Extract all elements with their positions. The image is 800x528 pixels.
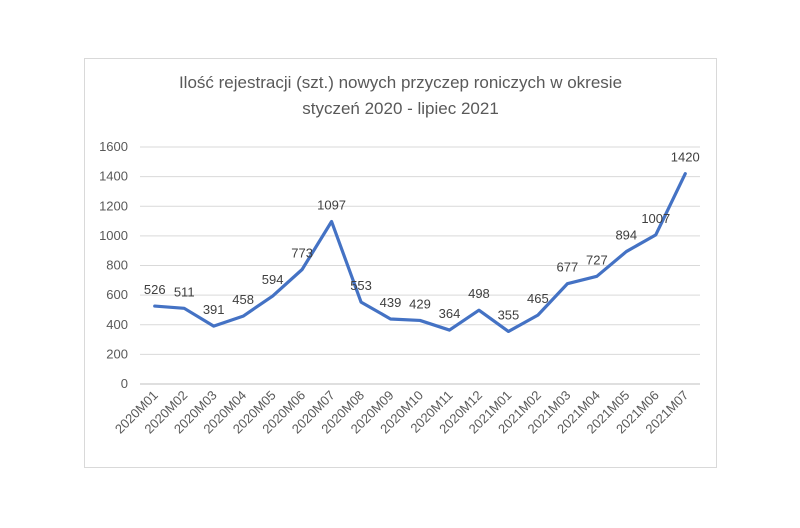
- data-label: 391: [203, 302, 225, 317]
- y-tick-label: 400: [106, 317, 128, 332]
- data-label: 1097: [317, 198, 346, 213]
- data-label: 429: [409, 296, 431, 311]
- data-label: 677: [557, 260, 579, 275]
- data-label: 511: [174, 284, 195, 299]
- data-label: 773: [291, 245, 313, 260]
- data-label: 894: [615, 228, 637, 243]
- y-tick-label: 1200: [99, 198, 128, 213]
- y-tick-label: 1000: [99, 228, 128, 243]
- data-label: 439: [380, 295, 402, 310]
- y-tick-label: 1400: [99, 169, 128, 184]
- data-label: 465: [527, 291, 549, 306]
- chart-title-line-1: Ilość rejestracji (szt.) nowych przyczep…: [178, 73, 623, 92]
- data-label: 498: [468, 286, 490, 301]
- data-label: 364: [439, 306, 461, 321]
- chart-title: Ilość rejestracji (szt.) nowych przyczep…: [84, 70, 717, 122]
- data-label: 1007: [641, 211, 670, 226]
- y-tick-label: 0: [121, 376, 128, 391]
- y-tick-label: 200: [106, 346, 128, 361]
- y-tick-label: 800: [106, 258, 128, 273]
- data-label: 355: [498, 307, 520, 322]
- y-tick-label: 600: [106, 287, 128, 302]
- data-label: 594: [262, 272, 284, 287]
- data-label: 1420: [671, 150, 700, 165]
- data-label: 553: [350, 278, 372, 293]
- data-label: 458: [232, 292, 254, 307]
- y-tick-label: 1600: [99, 139, 128, 154]
- data-label: 526: [144, 282, 166, 297]
- chart-title-line-2: styczeń 2020 - lipiec 2021: [302, 99, 499, 118]
- data-label: 727: [586, 252, 608, 267]
